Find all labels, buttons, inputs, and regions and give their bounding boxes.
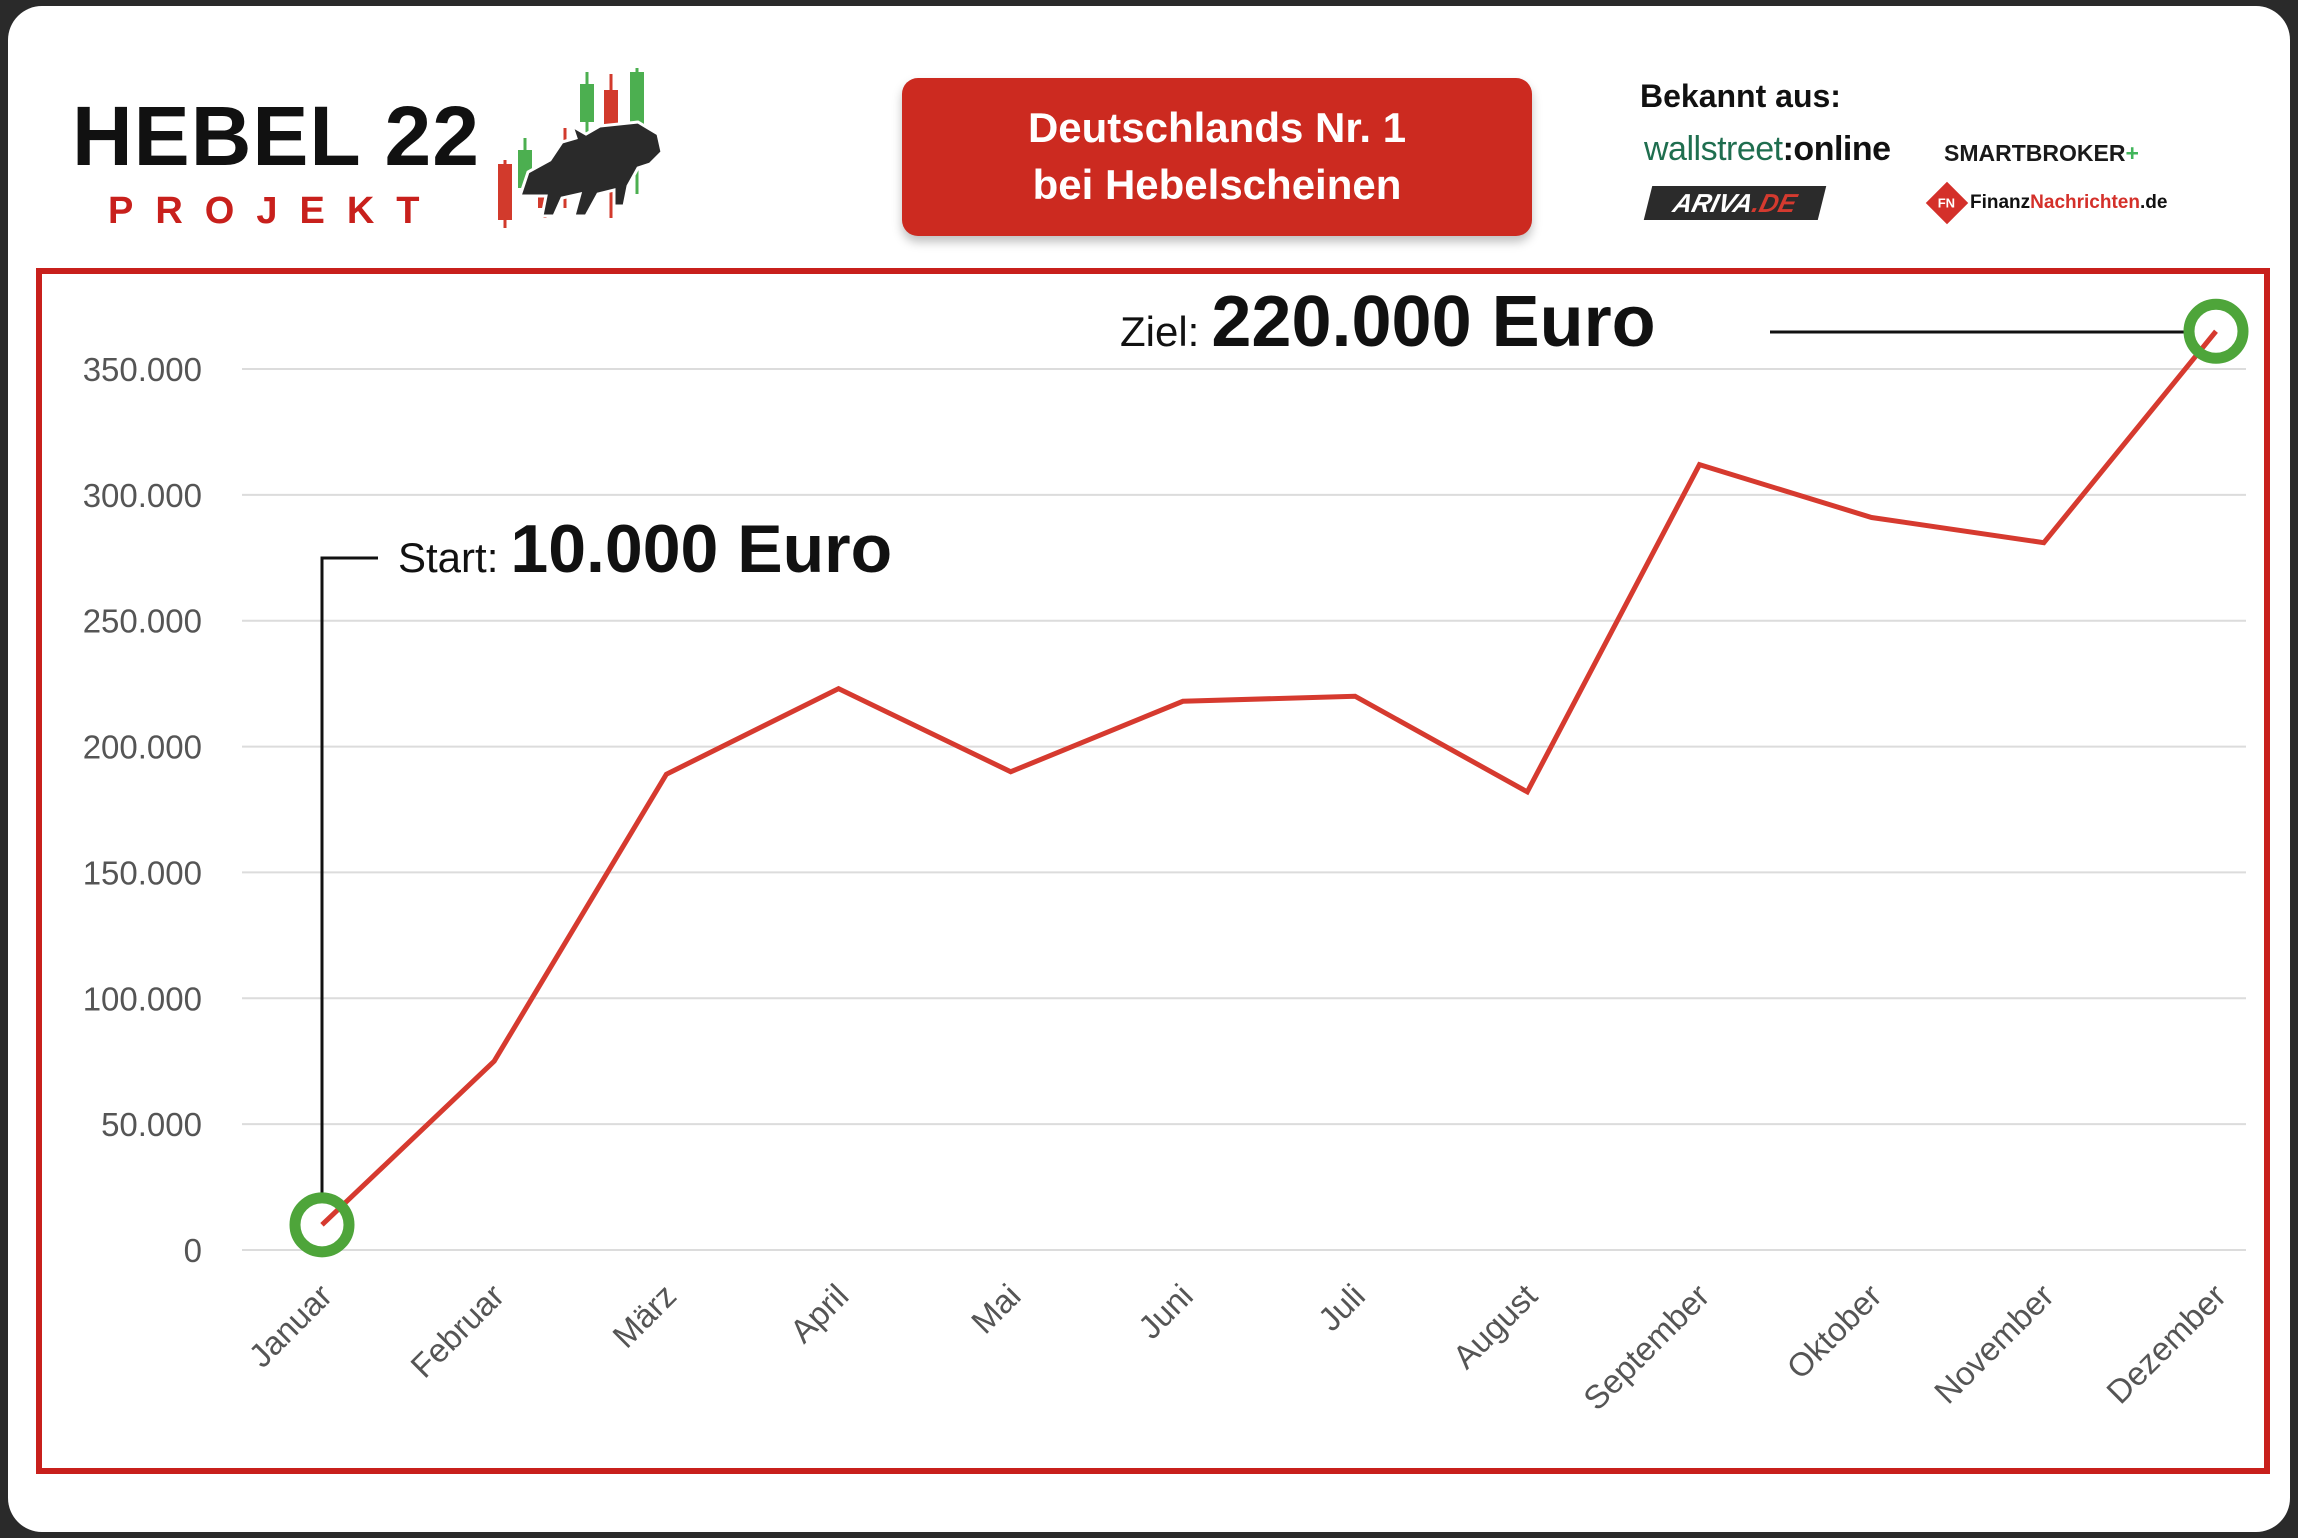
goal-marker: [2183, 298, 2249, 364]
candle-body: [498, 164, 512, 220]
banner-line-1: Deutschlands Nr. 1: [1027, 104, 1407, 152]
infographic-card: HEBEL 22 PROJEKT Deutschlands Nr. 1 bei …: [8, 6, 2290, 1532]
wallstreet-text: wallstreet: [1644, 130, 1783, 168]
y-tick-label: 350.000: [83, 351, 202, 388]
headline-banner: Deutschlands Nr. 1 bei Hebelscheinen: [902, 78, 1532, 236]
smartbroker-text: SMARTBROKER: [1944, 140, 2126, 166]
y-tick-label: 150.000: [83, 854, 202, 891]
nachrichten-text: Nachrichten: [2030, 192, 2140, 213]
wallstreet-online-logo: wallstreet:online: [1644, 130, 1891, 169]
y-tick-label: 200.000: [83, 729, 202, 766]
online-text: :online: [1782, 130, 1891, 168]
x-tick-label: Dezember: [2099, 1277, 2233, 1411]
line-chart: 0 50.000 100.000 150.000 200.000 250.000 300.0…: [83, 282, 2249, 1417]
series-line: [320, 329, 2218, 1227]
known-from-label: Bekannt aus:: [1640, 78, 1841, 114]
x-tick-label: November: [1927, 1277, 2061, 1411]
x-tick-label: Oktober: [1779, 1277, 1888, 1386]
x-tick-label: Januar: [241, 1277, 339, 1375]
x-tick-label: Juni: [1131, 1277, 1200, 1346]
start-connector: [320, 556, 378, 1195]
goal-label: Ziel:: [1120, 308, 1199, 355]
banner-line-2: bei Hebelscheinen: [1032, 161, 1402, 208]
bull-candlestick-icon: [498, 68, 664, 228]
goal-annotation: Ziel: 220.000 Euro: [1120, 282, 1656, 362]
finanznachrichten-logo: FN Finanz Nachrichten .de: [1925, 181, 2168, 225]
smartbroker-logo: SMARTBROKER+: [1944, 140, 2139, 167]
finanz-domain-text: .de: [2139, 192, 2168, 213]
start-marker: [289, 1192, 355, 1258]
brand-logo: HEBEL 22 PROJEKT: [72, 94, 480, 230]
x-tick-label: Februar: [403, 1277, 511, 1385]
x-tick-label: Mai: [964, 1277, 1028, 1341]
chart-frame: [36, 268, 2270, 1474]
y-tick-label: 0: [184, 1232, 202, 1269]
x-tick-label: April: [783, 1277, 856, 1350]
finanz-text: Finanz: [1970, 192, 2031, 213]
x-tick-label: August: [1445, 1277, 1544, 1376]
start-annotation: Start: 10.000 Euro: [398, 511, 892, 587]
brand-title: HEBEL 22: [72, 89, 480, 183]
x-tick-label: September: [1576, 1277, 1716, 1417]
start-value: 10.000 Euro: [510, 511, 892, 587]
y-tick-label: 50.000: [101, 1106, 202, 1143]
x-tick-label: Juli: [1311, 1277, 1372, 1338]
x-tick-label: März: [605, 1277, 683, 1355]
smartbroker-plus: +: [2125, 140, 2139, 166]
y-tick-label: 300.000: [83, 477, 202, 514]
y-tick-label: 250.000: [83, 603, 202, 640]
candle-body: [580, 84, 594, 122]
brand-subtitle: PROJEKT: [108, 190, 442, 232]
y-tick-label: 100.000: [83, 980, 202, 1017]
start-label: Start:: [398, 534, 498, 581]
goal-value: 220.000 Euro: [1211, 282, 1655, 362]
